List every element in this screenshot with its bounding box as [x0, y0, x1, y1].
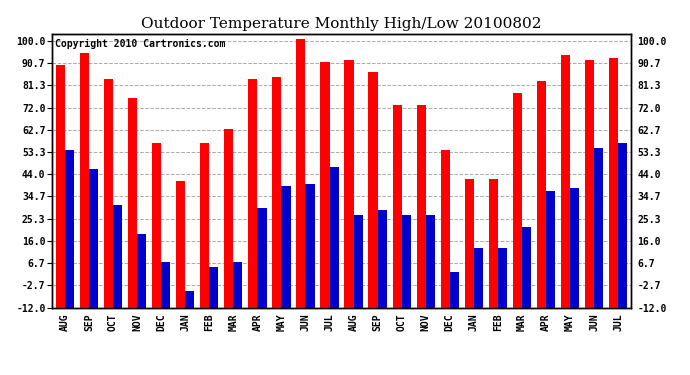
- Bar: [537, 81, 546, 308]
- Bar: [128, 98, 137, 308]
- Bar: [282, 186, 290, 308]
- Bar: [65, 150, 74, 308]
- Bar: [273, 76, 282, 308]
- Bar: [489, 179, 498, 308]
- Bar: [585, 60, 594, 308]
- Bar: [80, 53, 89, 307]
- Bar: [609, 57, 618, 308]
- Bar: [546, 191, 555, 308]
- Bar: [594, 148, 603, 308]
- Bar: [306, 184, 315, 308]
- Bar: [417, 105, 426, 308]
- Bar: [377, 210, 387, 308]
- Text: Copyright 2010 Cartronics.com: Copyright 2010 Cartronics.com: [55, 39, 225, 49]
- Bar: [426, 214, 435, 308]
- Bar: [113, 205, 122, 308]
- Bar: [450, 272, 459, 308]
- Bar: [330, 167, 339, 308]
- Bar: [402, 214, 411, 308]
- Bar: [296, 39, 306, 308]
- Bar: [137, 234, 146, 308]
- Bar: [257, 207, 266, 308]
- Title: Outdoor Temperature Monthly High/Low 20100802: Outdoor Temperature Monthly High/Low 201…: [141, 17, 542, 31]
- Bar: [522, 226, 531, 308]
- Bar: [185, 291, 195, 308]
- Bar: [56, 65, 65, 308]
- Bar: [320, 62, 330, 308]
- Bar: [200, 143, 209, 308]
- Bar: [513, 93, 522, 308]
- Bar: [464, 179, 474, 308]
- Bar: [248, 79, 257, 308]
- Bar: [224, 129, 233, 308]
- Bar: [393, 105, 402, 308]
- Bar: [441, 150, 450, 308]
- Bar: [570, 189, 579, 308]
- Bar: [233, 262, 242, 308]
- Bar: [561, 55, 570, 308]
- Bar: [474, 248, 483, 308]
- Bar: [344, 60, 353, 308]
- Bar: [161, 262, 170, 308]
- Bar: [152, 143, 161, 308]
- Bar: [368, 72, 377, 308]
- Bar: [104, 79, 113, 308]
- Bar: [353, 214, 363, 308]
- Bar: [498, 248, 507, 308]
- Bar: [618, 143, 627, 308]
- Bar: [176, 182, 185, 308]
- Bar: [89, 170, 98, 308]
- Bar: [209, 267, 219, 308]
